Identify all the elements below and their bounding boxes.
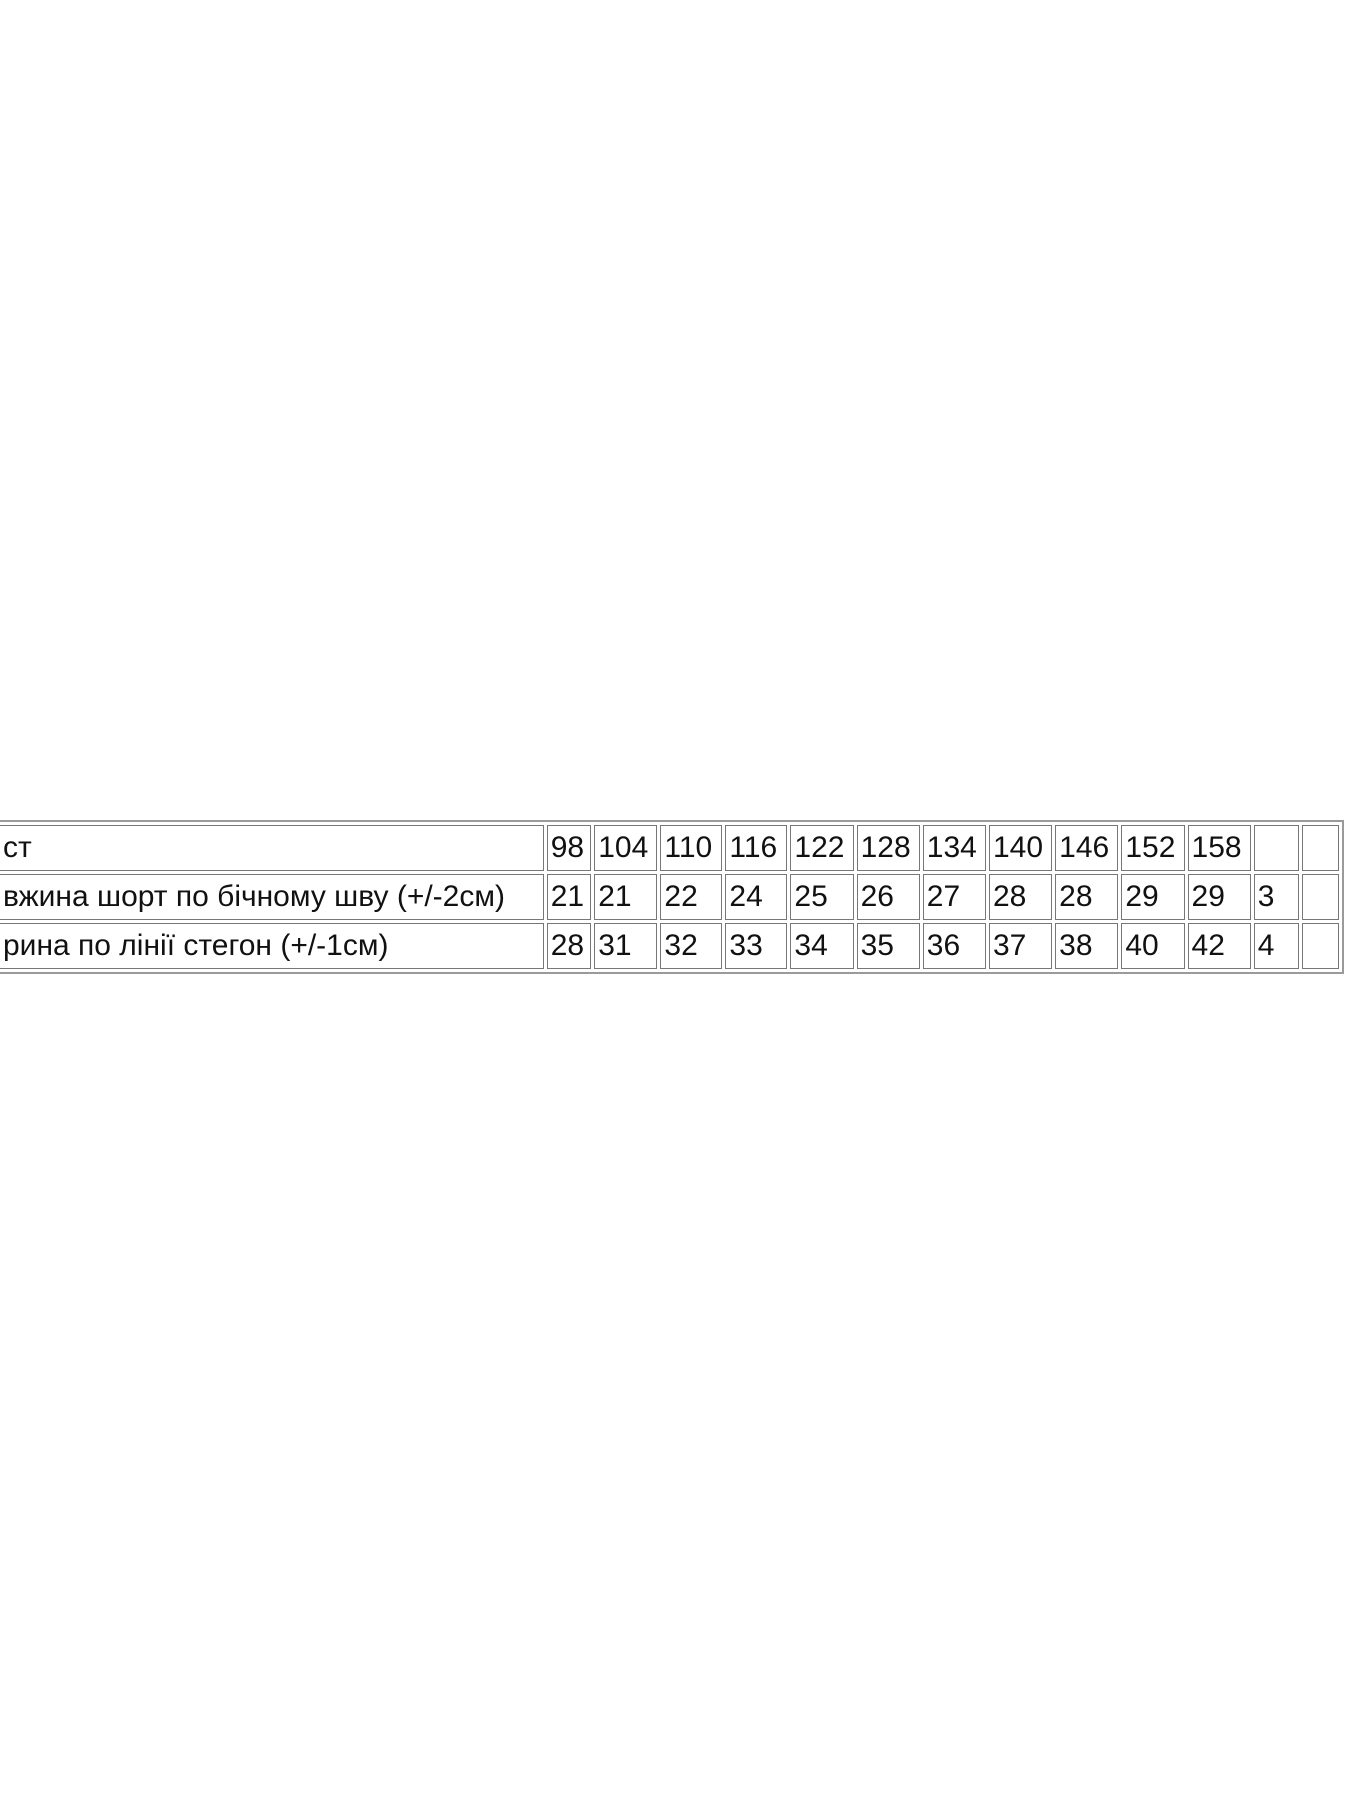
size-cell: 28 — [546, 923, 592, 969]
size-cell: 158 — [1187, 825, 1251, 871]
size-cell: 40 — [1121, 923, 1185, 969]
size-cell: 22 — [660, 874, 723, 920]
size-cell: 29 — [1121, 874, 1185, 920]
size-cell: 128 — [856, 825, 920, 871]
size-cell: 34 — [790, 923, 854, 969]
size-cell: 38 — [1055, 923, 1119, 969]
size-cell: 37 — [988, 923, 1053, 969]
size-cell: 31 — [594, 923, 658, 969]
size-cell: 98 — [546, 825, 592, 871]
size-cell: 28 — [988, 874, 1053, 920]
row-label: рина по лінії стегон (+/-1см) — [0, 923, 544, 969]
size-cell — [1253, 825, 1300, 871]
table-row: вжина шорт по бічному шву (+/-2см) 21 21 22… — [0, 874, 1339, 920]
size-cell — [1302, 825, 1339, 871]
size-cell: 35 — [856, 923, 920, 969]
size-cell: 27 — [922, 874, 986, 920]
size-cell: 116 — [725, 825, 788, 871]
row-label: вжина шорт по бічному шву (+/-2см) — [0, 874, 544, 920]
size-cell: 110 — [660, 825, 723, 871]
size-cell: 33 — [725, 923, 788, 969]
size-cell: 29 — [1187, 874, 1251, 920]
size-cell: 4 — [1253, 923, 1300, 969]
size-cell: 26 — [856, 874, 920, 920]
size-cell: 152 — [1121, 825, 1185, 871]
size-cell: 32 — [660, 923, 723, 969]
size-cell: 140 — [988, 825, 1053, 871]
size-cell: 36 — [922, 923, 986, 969]
size-cell: 24 — [725, 874, 788, 920]
size-cell: 28 — [1055, 874, 1119, 920]
size-cell: 42 — [1187, 923, 1251, 969]
size-cell: 25 — [790, 874, 854, 920]
size-cell — [1302, 874, 1339, 920]
size-cell — [1302, 923, 1339, 969]
size-cell: 146 — [1055, 825, 1119, 871]
size-table: ст 98 104 110 116 122 128 134 140 146 152 158 вжина … — [0, 820, 1344, 974]
size-cell: 104 — [594, 825, 658, 871]
size-cell: 134 — [922, 825, 986, 871]
table-row: рина по лінії стегон (+/-1см) 28 31 32 33 34 3… — [0, 923, 1339, 969]
size-cell: 122 — [790, 825, 854, 871]
size-cell: 21 — [546, 874, 592, 920]
size-cell: 21 — [594, 874, 658, 920]
row-label: ст — [0, 825, 544, 871]
table-row: ст 98 104 110 116 122 128 134 140 146 152 158 — [0, 825, 1339, 871]
size-cell: 3 — [1253, 874, 1300, 920]
